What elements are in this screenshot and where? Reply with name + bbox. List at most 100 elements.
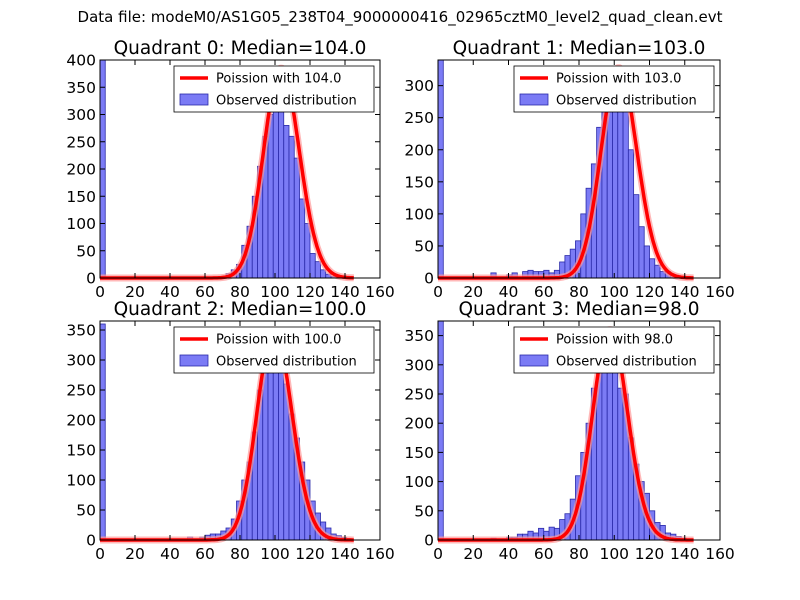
x-tick-label: 0: [433, 545, 443, 563]
histogram-bar: [617, 101, 624, 279]
histogram-bar: [278, 89, 285, 279]
y-tick-label: 50: [76, 502, 96, 520]
x-tick-label: 120: [635, 545, 665, 563]
y-tick-label: 300: [66, 352, 96, 370]
y-tick-label: 100: [404, 473, 434, 491]
y-tick-label: 250: [66, 382, 96, 400]
y-tick-label: 250: [66, 133, 96, 151]
histogram-bar: [283, 125, 290, 279]
x-tick-label: 20: [125, 283, 145, 301]
histogram-bar: [309, 253, 316, 279]
y-tick-label: 50: [414, 502, 434, 520]
histogram-bar: [288, 135, 295, 279]
x-tick-label: 20: [463, 545, 483, 563]
y-tick-label: 100: [404, 205, 434, 223]
histogram-bar: [627, 149, 635, 279]
legend: Poission with 103.0 Observed distribution: [513, 65, 715, 113]
histogram-bar: [633, 194, 640, 279]
x-tick-label: 60: [195, 283, 215, 301]
histogram-bar: [612, 358, 619, 541]
x-tick-label: 140: [330, 283, 360, 301]
x-tick-label: 100: [260, 283, 290, 301]
x-tick-label: 100: [260, 545, 290, 563]
x-tick-label: 160: [705, 283, 735, 301]
x-tick-label: 80: [569, 545, 589, 563]
histogram-bar: [278, 359, 285, 541]
x-tick-label: 60: [534, 545, 554, 563]
y-tick-label: 200: [66, 161, 96, 179]
y-tick-label: 0: [424, 532, 434, 550]
histogram-bar: [293, 157, 300, 279]
y-tick-label: 350: [66, 322, 96, 340]
y-tick-label: 350: [404, 327, 434, 345]
histogram-bar: [99, 323, 106, 541]
x-tick-label: 40: [160, 283, 180, 301]
x-tick-label: 120: [295, 545, 325, 563]
y-tick-label: 150: [404, 173, 434, 191]
legend-observed-label: Observed distribution: [556, 94, 697, 109]
x-tick-label: 160: [365, 283, 395, 301]
y-tick-label: 50: [76, 242, 96, 260]
x-tick-label: 60: [195, 545, 215, 563]
y-tick-label: 250: [404, 109, 434, 127]
histogram-bar: [437, 59, 444, 279]
legend: Poission with 104.0 Observed distribution: [173, 65, 375, 113]
histogram-bar: [649, 258, 656, 279]
x-tick-label: 120: [295, 283, 325, 301]
legend-poisson-label: Poission with 98.0: [556, 333, 673, 348]
quadrant-3-title: Quadrant 3: Median=98.0: [458, 299, 699, 320]
y-tick-label: 150: [404, 444, 434, 462]
y-tick-label: 150: [66, 188, 96, 206]
x-tick-label: 100: [599, 283, 629, 301]
x-tick-label: 140: [670, 545, 700, 563]
quadrant-1-title: Quadrant 1: Median=103.0: [453, 38, 706, 59]
legend-poisson-label: Poission with 104.0: [216, 72, 341, 87]
figure-title: Data file: modeM0/AS1G05_238T04_90000004…: [77, 8, 723, 26]
legend-poisson-label: Poission with 100.0: [216, 333, 341, 348]
histogram-bar: [267, 114, 274, 279]
quadrant-2-title: Quadrant 2: Median=100.0: [114, 299, 367, 320]
x-tick-label: 100: [599, 545, 629, 563]
y-tick-label: 0: [86, 532, 96, 550]
x-tick-label: 80: [230, 545, 250, 563]
legend-observed-label: Observed distribution: [216, 355, 357, 370]
legend: Poission with 98.0 Observed distribution: [513, 326, 715, 374]
legend-bar-swatch: [179, 93, 209, 106]
x-tick-label: 40: [499, 545, 519, 563]
y-tick-label: 50: [414, 237, 434, 255]
y-tick-label: 200: [66, 412, 96, 430]
y-tick-label: 100: [66, 215, 96, 233]
quadrant-2-panel: Quadrant 2: Median=100.0 0 20 40 60 80 100 120 1…: [66, 299, 394, 563]
histogram-bar: [622, 110, 629, 279]
y-tick-label: 100: [66, 472, 96, 490]
quadrant-1-panel: Quadrant 1: Median=103.0 0 20 40 60 80 100 120 1…: [404, 38, 734, 301]
legend-bar-swatch: [519, 354, 549, 367]
x-tick-label: 0: [95, 283, 105, 301]
histogram-bar: [314, 261, 321, 279]
histogram-bar: [299, 198, 306, 279]
x-tick-label: 20: [463, 283, 483, 301]
legend-observed-label: Observed distribution: [216, 94, 357, 109]
x-tick-label: 80: [230, 283, 250, 301]
histogram-bar: [638, 226, 645, 279]
x-tick-label: 60: [534, 283, 554, 301]
x-tick-label: 40: [499, 283, 519, 301]
x-tick-label: 20: [125, 545, 145, 563]
y-tick-label: 300: [66, 106, 96, 124]
histogram-bar: [654, 264, 661, 279]
x-tick-label: 40: [160, 545, 180, 563]
y-tick-label: 0: [424, 270, 434, 288]
x-tick-label: 140: [670, 283, 700, 301]
legend-bar-swatch: [179, 354, 209, 367]
x-tick-label: 140: [330, 545, 360, 563]
y-tick-label: 350: [66, 79, 96, 97]
x-tick-label: 0: [95, 545, 105, 563]
quadrant-0-panel: Quadrant 0: Median=104.0 0 20 40 60 80 100 120 1…: [66, 38, 394, 301]
y-tick-label: 200: [404, 141, 434, 159]
y-tick-label: 400: [66, 52, 96, 70]
quadrant-3-panel: Quadrant 3: Median=98.0 0 20 40 60 80 100 120 14…: [404, 299, 734, 563]
x-tick-label: 120: [635, 283, 665, 301]
histogram-bar: [437, 320, 444, 541]
legend: Poission with 100.0 Observed distribution: [173, 326, 375, 374]
